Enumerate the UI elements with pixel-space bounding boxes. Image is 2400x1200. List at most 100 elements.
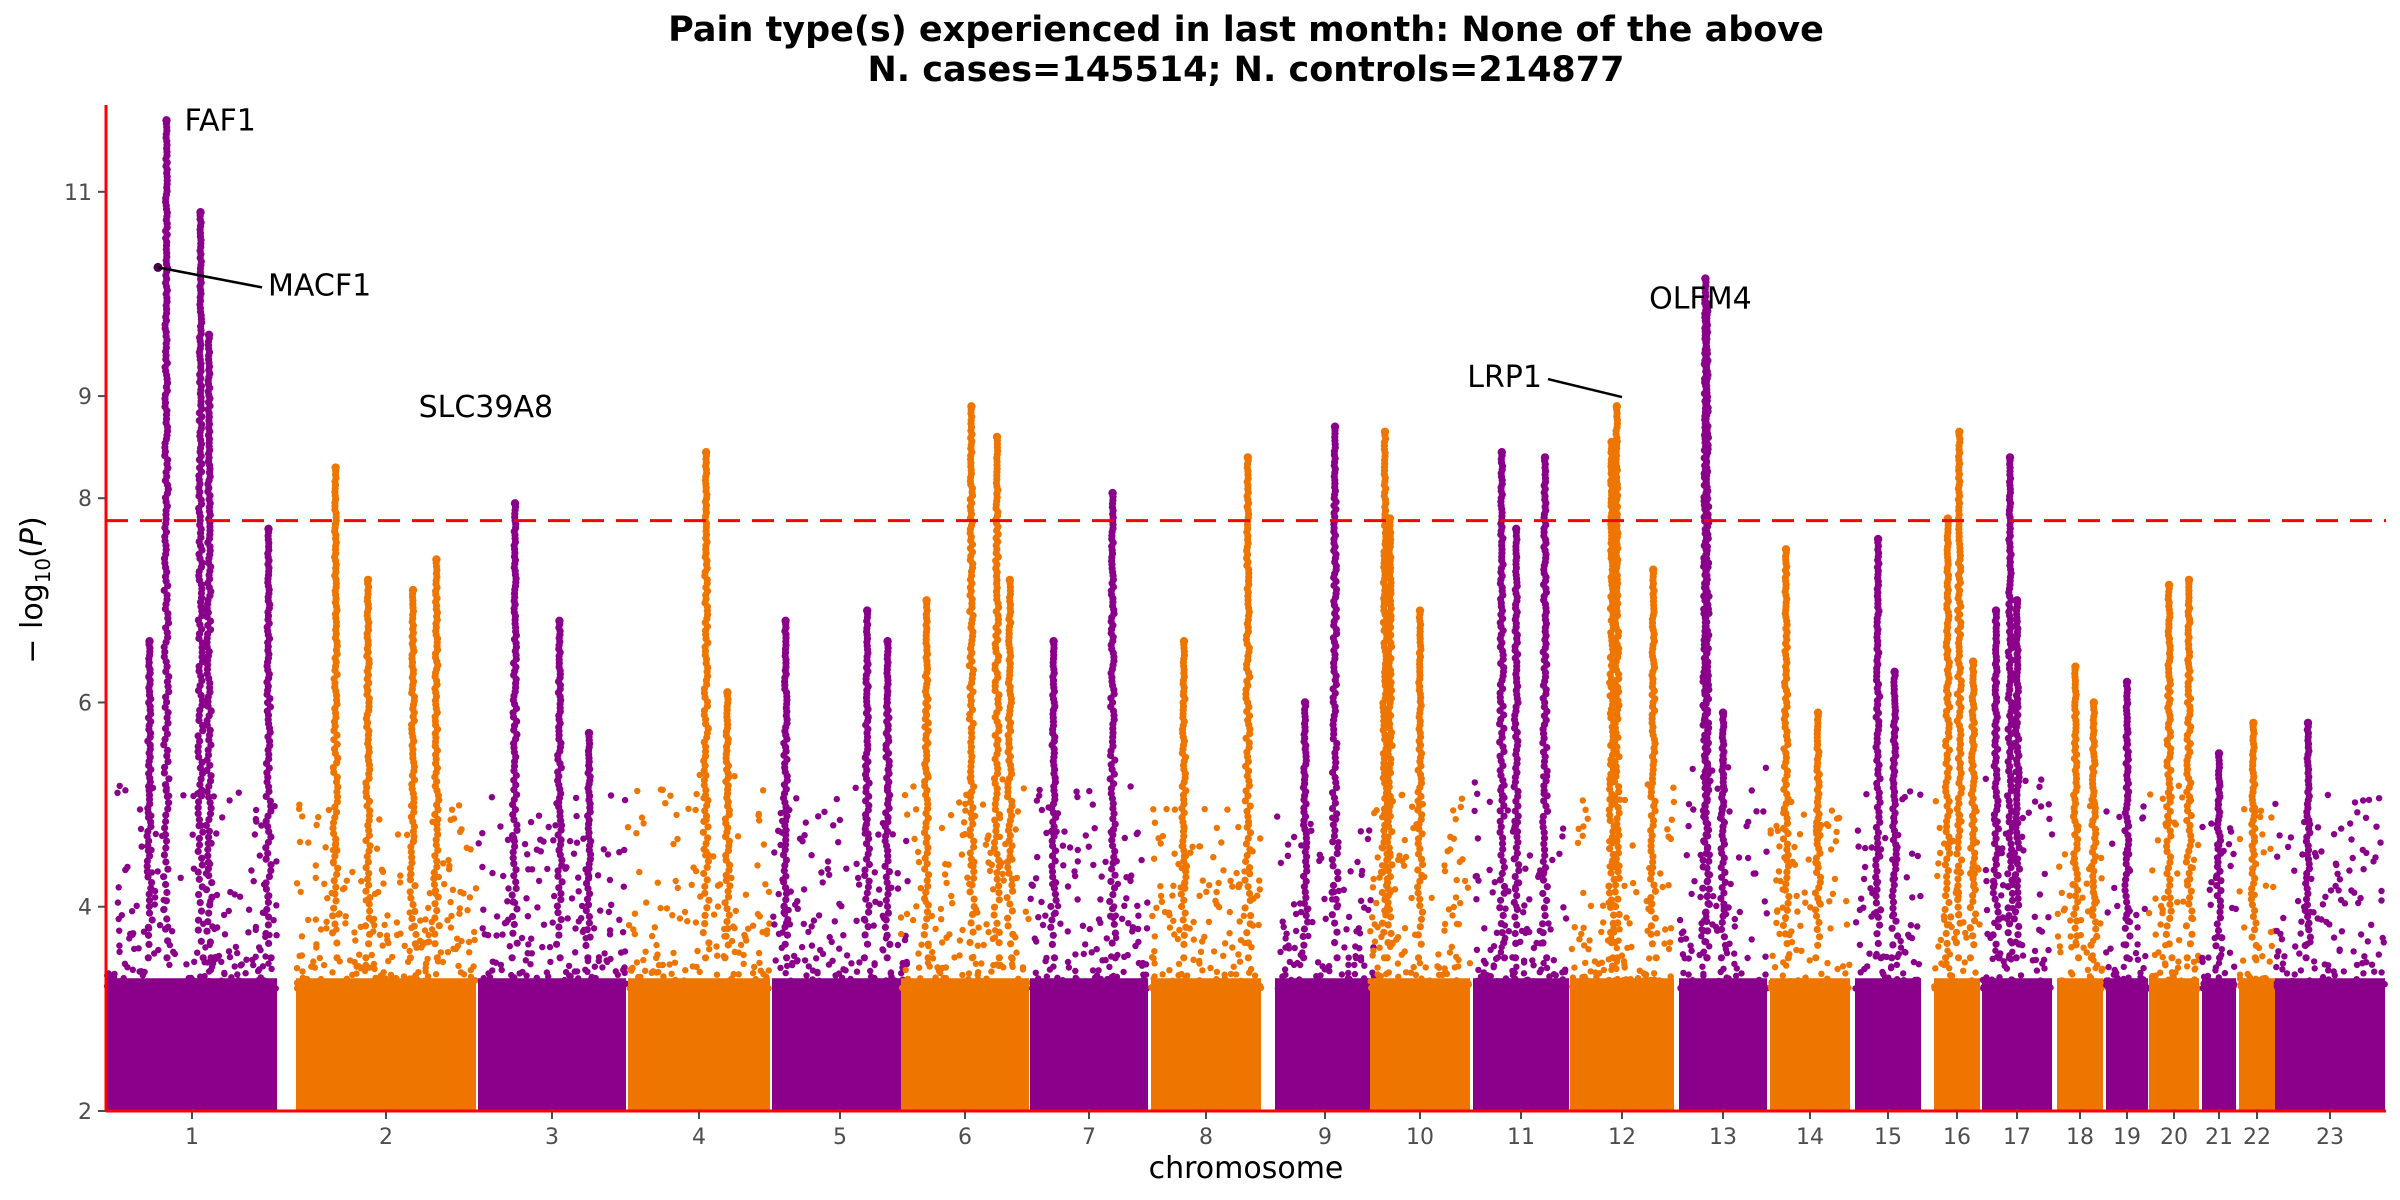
snp-point bbox=[1151, 973, 1158, 980]
peak-snp-point bbox=[1007, 940, 1015, 948]
peak-snp-point bbox=[508, 891, 516, 899]
snp-point bbox=[259, 963, 267, 970]
snp-point bbox=[251, 831, 259, 838]
snp-point bbox=[550, 985, 557, 992]
snp-point bbox=[1559, 825, 1567, 832]
snp-point bbox=[562, 968, 570, 976]
snp-point bbox=[1022, 908, 1029, 915]
peak-snp-point bbox=[163, 915, 171, 923]
snp-point bbox=[1201, 933, 1208, 941]
peak-snp-point bbox=[883, 954, 891, 962]
snp-point bbox=[575, 874, 582, 881]
snp-point bbox=[1213, 985, 1220, 992]
snp-point bbox=[875, 831, 882, 838]
peak-snp-point bbox=[1300, 925, 1308, 933]
snp-point bbox=[561, 976, 568, 984]
snp-point bbox=[570, 850, 578, 857]
snp-point bbox=[867, 967, 874, 975]
snp-point bbox=[552, 822, 559, 829]
peak-snp-point bbox=[329, 912, 337, 920]
peak-snp-point bbox=[164, 719, 172, 727]
snp-point bbox=[1199, 967, 1206, 974]
snp-point bbox=[653, 954, 660, 961]
snp-point bbox=[479, 925, 486, 932]
snp-point bbox=[674, 835, 681, 843]
snp-point bbox=[693, 790, 700, 798]
snp-point bbox=[1006, 979, 1014, 987]
snp-point bbox=[1205, 984, 1213, 991]
snp-point bbox=[1165, 909, 1173, 916]
peak-snp-point bbox=[194, 847, 202, 856]
snp-point bbox=[1317, 972, 1324, 979]
peak-snp-point bbox=[700, 869, 708, 878]
peak-top-point bbox=[331, 463, 340, 472]
snp-point bbox=[1014, 808, 1022, 815]
snp-point bbox=[982, 841, 990, 848]
snp-point bbox=[782, 969, 789, 977]
peak-snp-point bbox=[1334, 844, 1342, 852]
snp-point bbox=[793, 795, 800, 802]
snp-point bbox=[455, 802, 463, 809]
snp-point bbox=[909, 916, 917, 924]
peak-snp-point bbox=[704, 851, 712, 859]
snp-point bbox=[293, 965, 301, 972]
snp-point bbox=[706, 946, 713, 953]
snp-point bbox=[1028, 881, 1035, 888]
snp-point bbox=[1374, 964, 1381, 971]
snp-point bbox=[918, 941, 925, 948]
peak-top-point bbox=[162, 116, 171, 125]
peak-snp-point bbox=[207, 804, 215, 812]
snp-point bbox=[765, 967, 772, 974]
peak-snp-point bbox=[701, 882, 709, 891]
snp-point bbox=[1142, 971, 1150, 978]
peak-snp-point bbox=[1107, 877, 1115, 886]
snp-point bbox=[342, 913, 349, 920]
snp-point bbox=[226, 953, 234, 961]
snp-point bbox=[1034, 853, 1041, 861]
snp-point bbox=[268, 965, 275, 973]
snp-point bbox=[852, 784, 859, 791]
snp-point bbox=[1359, 867, 1366, 875]
snp-point bbox=[209, 923, 216, 930]
snp-point bbox=[680, 977, 688, 984]
peak-snp-point bbox=[406, 888, 414, 896]
snp-point bbox=[454, 935, 461, 942]
snp-point bbox=[1227, 877, 1234, 884]
snp-point bbox=[670, 840, 677, 848]
peak-snp-point bbox=[970, 895, 978, 903]
snp-point bbox=[710, 911, 718, 918]
snp-point bbox=[1097, 896, 1104, 903]
snp-point bbox=[670, 979, 677, 987]
peak-snp-point bbox=[1332, 895, 1340, 904]
snp-point bbox=[1171, 806, 1179, 813]
snp-point bbox=[815, 912, 823, 919]
snp-point bbox=[915, 964, 923, 971]
snp-point bbox=[186, 984, 193, 992]
peak-snp-point bbox=[199, 727, 207, 735]
peak-snp-point bbox=[1385, 905, 1393, 914]
peak-top-point bbox=[1415, 606, 1425, 615]
peak-snp-point bbox=[161, 763, 169, 771]
snp-point bbox=[1032, 875, 1040, 882]
snp-point bbox=[824, 984, 831, 992]
snp-point bbox=[1012, 826, 1019, 833]
snp-point bbox=[1279, 985, 1287, 992]
snp-point bbox=[956, 952, 963, 959]
snp-point bbox=[356, 951, 363, 958]
snp-point bbox=[1211, 978, 1219, 985]
snp-point bbox=[1344, 974, 1352, 982]
snp-point bbox=[1279, 973, 1286, 980]
snp-point bbox=[1343, 926, 1350, 933]
snp-point bbox=[320, 981, 327, 989]
peak-snp-point bbox=[555, 931, 563, 939]
snp-point bbox=[1364, 835, 1372, 843]
snp-point bbox=[984, 835, 991, 843]
snp-point bbox=[1089, 967, 1097, 974]
snp-point bbox=[1169, 977, 1176, 984]
snp-point bbox=[262, 953, 269, 960]
snp-point bbox=[956, 937, 964, 944]
snp-point bbox=[959, 971, 966, 979]
snp-point bbox=[1368, 984, 1375, 992]
chromosome-1-dense-band bbox=[107, 978, 277, 1111]
snp-point bbox=[297, 888, 304, 896]
